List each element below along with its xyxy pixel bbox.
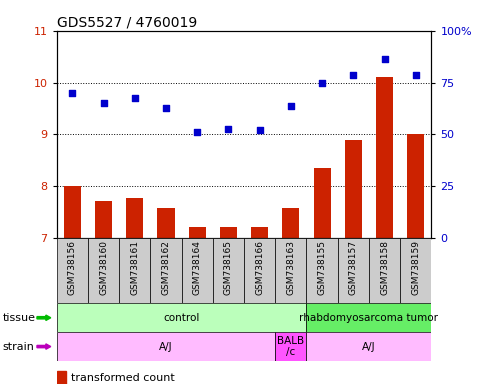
Bar: [57, 371, 66, 384]
Text: rhabdomyosarcoma tumor: rhabdomyosarcoma tumor: [299, 313, 438, 323]
Bar: [407, 134, 424, 238]
Bar: [95, 201, 112, 238]
Bar: [181, 238, 213, 303]
Bar: [275, 332, 307, 361]
Point: [256, 127, 264, 133]
Bar: [126, 198, 143, 238]
Bar: [307, 332, 431, 361]
Text: transformed count: transformed count: [71, 373, 175, 383]
Bar: [345, 139, 362, 238]
Bar: [307, 303, 431, 332]
Bar: [150, 238, 181, 303]
Text: tissue: tissue: [2, 313, 35, 323]
Bar: [251, 227, 268, 238]
Text: A/J: A/J: [159, 341, 173, 352]
Point: [162, 105, 170, 111]
Text: GSM738163: GSM738163: [286, 240, 295, 295]
Bar: [314, 168, 331, 238]
Bar: [369, 238, 400, 303]
Point: [350, 72, 357, 78]
Text: GSM738166: GSM738166: [255, 240, 264, 295]
Point: [69, 90, 76, 96]
Point: [193, 129, 201, 135]
Bar: [338, 238, 369, 303]
Bar: [119, 238, 150, 303]
Bar: [400, 238, 431, 303]
Text: GSM738155: GSM738155: [317, 240, 326, 295]
Bar: [376, 78, 393, 238]
Bar: [57, 332, 275, 361]
Bar: [189, 227, 206, 238]
Text: GSM738164: GSM738164: [193, 240, 202, 295]
Bar: [220, 227, 237, 238]
Bar: [88, 238, 119, 303]
Text: GSM738161: GSM738161: [130, 240, 139, 295]
Text: GSM738160: GSM738160: [99, 240, 108, 295]
Text: GSM738165: GSM738165: [224, 240, 233, 295]
Text: A/J: A/J: [362, 341, 376, 352]
Point: [318, 79, 326, 86]
Bar: [57, 303, 307, 332]
Bar: [213, 238, 244, 303]
Bar: [157, 208, 175, 238]
Text: BALB
/c: BALB /c: [277, 336, 305, 358]
Bar: [307, 238, 338, 303]
Bar: [64, 186, 81, 238]
Bar: [57, 238, 88, 303]
Text: GSM738156: GSM738156: [68, 240, 77, 295]
Point: [131, 95, 139, 101]
Bar: [282, 208, 299, 238]
Text: GDS5527 / 4760019: GDS5527 / 4760019: [57, 15, 197, 29]
Point: [287, 103, 295, 109]
Text: strain: strain: [2, 341, 35, 352]
Text: GSM738159: GSM738159: [411, 240, 420, 295]
Text: GSM738157: GSM738157: [349, 240, 358, 295]
Text: GSM738162: GSM738162: [162, 240, 171, 295]
Bar: [244, 238, 275, 303]
Bar: [275, 238, 307, 303]
Text: control: control: [163, 313, 200, 323]
Point: [412, 72, 420, 78]
Point: [381, 56, 388, 62]
Text: GSM738158: GSM738158: [380, 240, 389, 295]
Point: [100, 100, 107, 106]
Point: [224, 126, 232, 132]
